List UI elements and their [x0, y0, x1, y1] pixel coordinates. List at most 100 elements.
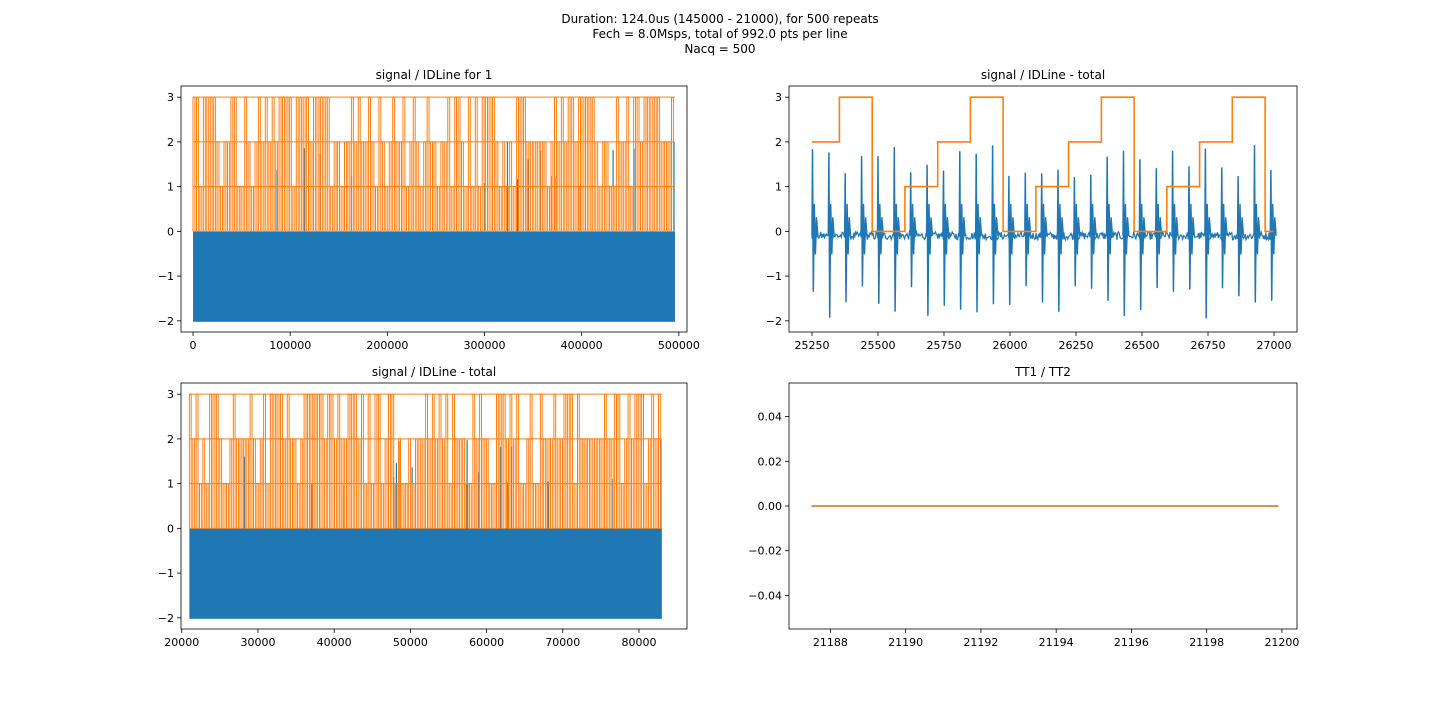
y-tick-label: −1	[158, 567, 174, 580]
x-tick-label: 200000	[366, 339, 408, 352]
x-tick-label: 100000	[269, 339, 311, 352]
x-tick-label: 400000	[561, 339, 603, 352]
signal-spike	[893, 146, 901, 312]
chart-title: signal / IDLine - total	[372, 365, 496, 379]
chart-4: 21188 21190 21192 21194 21196 21198 21200 −0.04…	[748, 365, 1299, 649]
x-tick-label: 20000	[164, 636, 199, 649]
x-tick-label: 300000	[464, 339, 506, 352]
y-tick-label: 1	[167, 478, 174, 491]
x-tick-label: 21196	[1114, 636, 1149, 649]
signal-spike	[1040, 173, 1048, 303]
signal-spike	[1220, 167, 1228, 289]
y-tick-label: 0	[167, 522, 174, 535]
plot-area	[188, 393, 662, 619]
signal-spike	[876, 155, 885, 304]
signal-spike	[827, 152, 835, 318]
x-tick-label: 21188	[813, 636, 848, 649]
chart-1: 0 100000 200000 300000 400000 500000 −2 −1 0 1 2 3 s…	[158, 68, 700, 352]
plot-area	[811, 96, 1277, 319]
y-tick-label: −2	[766, 315, 782, 328]
x-tick-label: 80000	[621, 636, 656, 649]
y-tick-label: −1	[766, 270, 782, 283]
signal-spike	[843, 172, 852, 303]
chart-3: 20000 30000 40000 50000 60000 70000 80000 −2 −1 0…	[158, 365, 688, 649]
signal-spike	[1056, 169, 1065, 312]
signal-band	[193, 231, 675, 322]
signal-spike	[909, 172, 917, 288]
y-tick-label: 2	[167, 136, 174, 149]
x-tick-label: 21198	[1189, 636, 1224, 649]
signal-spike	[860, 155, 868, 287]
suptitle-line-1: Duration: 124.0us (145000 - 21000), for …	[561, 12, 879, 26]
y-tick-label: 0.02	[758, 455, 783, 468]
x-tick-label: 26000	[992, 339, 1027, 352]
y-tick-label: −0.02	[748, 545, 782, 558]
x-tick-label: 26500	[1125, 339, 1160, 352]
y-tick-label: 1	[775, 181, 782, 194]
axes-frame	[180, 382, 688, 630]
y-tick-label: 2	[775, 136, 782, 149]
signal-spike	[1073, 176, 1081, 287]
y-tick-label: 0.00	[758, 500, 783, 513]
signal-spike	[1154, 168, 1163, 289]
y-tick-label: 1	[167, 181, 174, 194]
x-tick-label: 25250	[794, 339, 829, 352]
x-tick-label: 26250	[1059, 339, 1094, 352]
signal-spike	[1171, 150, 1179, 292]
chart-title: signal / IDLine - total	[981, 68, 1105, 82]
x-tick-label: 21194	[1039, 636, 1074, 649]
y-tick-label: 3	[167, 388, 174, 401]
signal-spike	[1122, 150, 1130, 317]
signal-spike	[1024, 172, 1032, 287]
x-tick-label: 21200	[1264, 636, 1299, 649]
x-tick-label: 500000	[658, 339, 700, 352]
suptitle-line-2: Fech = 8.0Msps, total of 992.0 pts per l…	[592, 27, 848, 41]
signal-band	[189, 528, 662, 619]
idline-series	[812, 96, 1274, 233]
x-tick-label: 0	[190, 339, 197, 352]
y-tick-label: −0.04	[748, 589, 782, 602]
signal-spike	[974, 153, 983, 313]
chart-title: signal / IDLine for 1	[376, 68, 493, 82]
idline-series	[188, 393, 662, 529]
x-tick-label: 25750	[926, 339, 961, 352]
signal-spike	[1138, 159, 1146, 311]
signal-spike	[1105, 156, 1114, 302]
x-tick-label: 21190	[888, 636, 923, 649]
x-tick-label: 25500	[860, 339, 895, 352]
y-tick-label: −1	[158, 270, 174, 283]
signal-spike	[925, 164, 934, 316]
figure-suptitle: Duration: 124.0us (145000 - 21000), for …	[0, 12, 1440, 57]
y-tick-label: 0.04	[758, 411, 783, 424]
x-tick-label: 26750	[1191, 339, 1226, 352]
signal-spike	[1204, 148, 1212, 319]
signal-spike	[811, 149, 819, 292]
plot-area	[192, 96, 675, 322]
y-tick-label: 0	[167, 225, 174, 238]
x-tick-label: 21192	[963, 636, 998, 649]
x-tick-label: 40000	[317, 636, 352, 649]
axes-frame	[180, 85, 688, 333]
axes-frame	[788, 85, 1298, 333]
y-tick-label: 3	[775, 91, 782, 104]
signal-spike	[958, 151, 966, 310]
signal-spike	[1236, 176, 1245, 297]
x-tick-label: 50000	[393, 636, 428, 649]
signal-spike	[1253, 144, 1261, 303]
y-tick-label: −2	[158, 612, 174, 625]
signal-spike	[942, 170, 950, 307]
chart-title: TT1 / TT2	[1014, 365, 1071, 379]
signal-spike	[1269, 169, 1277, 301]
y-tick-label: 2	[167, 433, 174, 446]
signal-spike	[991, 145, 999, 305]
signal-spike	[1187, 166, 1196, 290]
x-tick-label: 60000	[469, 636, 504, 649]
suptitle-line-3: Nacq = 500	[684, 42, 756, 56]
y-tick-label: 3	[167, 91, 174, 104]
signal-spike	[1089, 174, 1097, 289]
y-tick-label: 0	[775, 225, 782, 238]
signal-spike	[1007, 175, 1015, 305]
x-tick-label: 70000	[545, 636, 580, 649]
y-tick-label: −2	[158, 315, 174, 328]
chart-2: 25250 25500 25750 26000 26250 26500 26750 27000…	[766, 68, 1298, 352]
